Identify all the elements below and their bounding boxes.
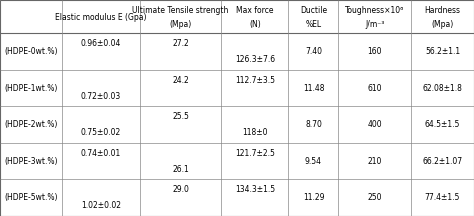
Text: 160: 160 — [367, 47, 382, 56]
Text: Ultimate Tensile strength: Ultimate Tensile strength — [132, 6, 228, 14]
Text: (Mpa): (Mpa) — [431, 20, 454, 29]
Text: (Mpa): (Mpa) — [169, 20, 191, 29]
Text: J/m⁻³: J/m⁻³ — [365, 20, 384, 29]
Text: Toughness×10⁶: Toughness×10⁶ — [345, 6, 404, 14]
Text: 0.72±0.03: 0.72±0.03 — [81, 92, 121, 101]
Text: 24.2: 24.2 — [172, 76, 189, 85]
Text: 0.74±0.01: 0.74±0.01 — [81, 149, 121, 158]
Text: 27.2: 27.2 — [172, 39, 189, 48]
Text: 0.96±0.04: 0.96±0.04 — [81, 39, 121, 48]
Text: 134.3±1.5: 134.3±1.5 — [235, 185, 275, 194]
Text: 118±0: 118±0 — [242, 128, 268, 137]
Text: 8.70: 8.70 — [305, 120, 322, 129]
Text: (HDPE-3wt.%): (HDPE-3wt.%) — [4, 157, 58, 166]
Text: 64.5±1.5: 64.5±1.5 — [425, 120, 460, 129]
Text: 25.5: 25.5 — [172, 112, 189, 121]
Text: 77.4±1.5: 77.4±1.5 — [425, 193, 460, 202]
Text: Elastic modulus E (Gpa): Elastic modulus E (Gpa) — [55, 13, 146, 22]
Text: 112.7±3.5: 112.7±3.5 — [235, 76, 275, 85]
Text: (HDPE-0wt.%): (HDPE-0wt.%) — [4, 47, 58, 56]
Text: %EL: %EL — [305, 20, 321, 29]
Text: 0.75±0.02: 0.75±0.02 — [81, 128, 121, 137]
Text: (HDPE-1wt.%): (HDPE-1wt.%) — [4, 84, 58, 93]
Text: (N): (N) — [249, 20, 261, 29]
Text: 610: 610 — [367, 84, 382, 93]
Text: 9.54: 9.54 — [305, 157, 322, 166]
Text: Hardness: Hardness — [425, 6, 460, 14]
Text: 126.3±7.6: 126.3±7.6 — [235, 55, 275, 64]
Text: Ductile: Ductile — [300, 6, 327, 14]
Text: 29.0: 29.0 — [172, 185, 189, 194]
Text: 7.40: 7.40 — [305, 47, 322, 56]
Text: 11.29: 11.29 — [303, 193, 324, 202]
Text: 62.08±1.8: 62.08±1.8 — [422, 84, 463, 93]
Text: 66.2±1.07: 66.2±1.07 — [422, 157, 463, 166]
Text: 250: 250 — [367, 193, 382, 202]
Text: (HDPE-2wt.%): (HDPE-2wt.%) — [4, 120, 58, 129]
Text: 400: 400 — [367, 120, 382, 129]
Text: 26.1: 26.1 — [172, 165, 189, 174]
Text: (HDPE-5wt.%): (HDPE-5wt.%) — [4, 193, 58, 202]
Text: Max force: Max force — [236, 6, 273, 14]
Text: 11.48: 11.48 — [303, 84, 324, 93]
Text: 210: 210 — [367, 157, 382, 166]
Text: 1.02±0.02: 1.02±0.02 — [81, 201, 121, 210]
Text: 121.7±2.5: 121.7±2.5 — [235, 149, 275, 158]
Text: 56.2±1.1: 56.2±1.1 — [425, 47, 460, 56]
